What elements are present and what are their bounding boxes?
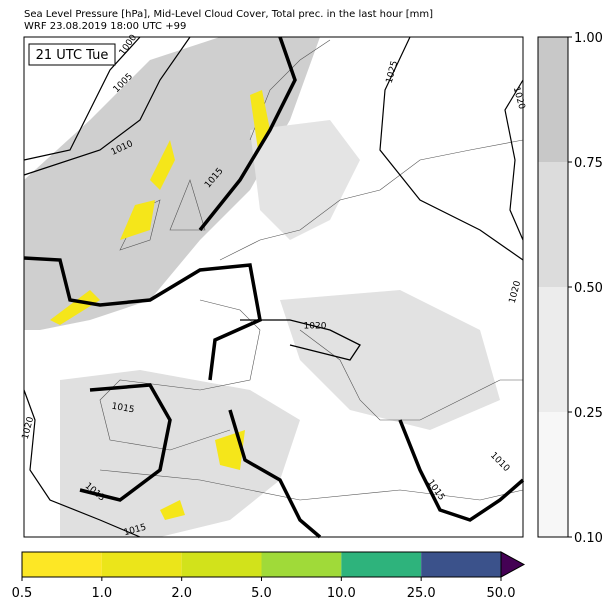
colorbar-tick-label: 25.0 bbox=[407, 586, 436, 601]
map: 1000100510101015102510201020102010151020… bbox=[21, 33, 526, 539]
time-label-box bbox=[28, 43, 116, 66]
colorbar-segment bbox=[22, 552, 102, 577]
colorbar-segment bbox=[341, 552, 422, 577]
colorbar-segment bbox=[538, 37, 568, 162]
colorbar-tick-label: 10.0 bbox=[327, 586, 356, 601]
colorbar-tick-label: 0.75 bbox=[574, 156, 603, 171]
map-frame bbox=[23, 36, 524, 538]
colorbar-tick-label: 5.0 bbox=[251, 586, 272, 601]
colorbar-extension bbox=[500, 551, 526, 578]
colorbar-tick-label: 0.5 bbox=[12, 586, 33, 601]
colorbar-tick-label: 0.25 bbox=[574, 406, 603, 421]
colorbar-tick-label: 50.0 bbox=[487, 586, 516, 601]
colorbar-tick-label: 1.00 bbox=[574, 31, 603, 46]
colorbar-segment bbox=[538, 162, 568, 287]
colorbar-tick-label: 2.0 bbox=[171, 586, 192, 601]
contour-label: 1020 bbox=[304, 322, 327, 332]
colorbar-tick-label: 0.10 bbox=[574, 531, 603, 546]
colorbar-segment bbox=[261, 552, 342, 577]
colorbar-segment bbox=[538, 287, 568, 412]
precip-colorbar: 0.5 1.0 2.0 5.0 10.0 25.0 50.0 bbox=[12, 551, 526, 601]
time-label: 21 UTC Tue bbox=[36, 48, 109, 63]
colorbar-segment bbox=[101, 552, 182, 577]
colorbar-segment bbox=[421, 552, 501, 577]
cloud-colorbar: 0.10 0.25 0.50 0.75 1.00 bbox=[537, 31, 603, 546]
colorbar-segment bbox=[181, 552, 262, 577]
colorbar-segment bbox=[538, 412, 568, 537]
contour-label: 1015 bbox=[111, 402, 135, 416]
title-line-2: WRF 23.08.2019 18:00 UTC +99 bbox=[24, 21, 186, 32]
cloud-cover bbox=[24, 37, 500, 537]
colorbar-tick-label: 1.0 bbox=[91, 586, 112, 601]
colorbar-tick-label: 0.50 bbox=[574, 281, 603, 296]
isobars bbox=[23, 36, 525, 539]
title-line-1: Sea Level Pressure [hPa], Mid-Level Clou… bbox=[24, 9, 433, 20]
